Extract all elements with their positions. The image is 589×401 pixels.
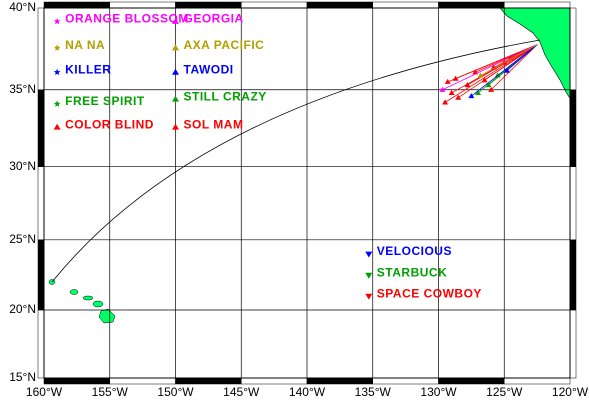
frame-band xyxy=(569,89,577,167)
y-tick-label: 20°N xyxy=(9,302,36,316)
track xyxy=(490,44,538,91)
boat-marker xyxy=(365,272,373,279)
boat-label: VELOCIOUS xyxy=(377,244,452,258)
frame-band xyxy=(306,377,373,385)
frame-band xyxy=(241,1,308,9)
track xyxy=(471,44,538,97)
x-tick-label: 125°W xyxy=(486,385,523,399)
boat-label: NA NA xyxy=(65,38,105,52)
y-tick-label: 15°N xyxy=(9,370,36,384)
frame xyxy=(43,7,571,379)
island xyxy=(98,308,116,324)
frame-band xyxy=(569,166,577,241)
position-marker xyxy=(439,86,446,92)
track xyxy=(480,44,538,76)
position-marker xyxy=(464,82,471,88)
frame-band xyxy=(37,166,45,241)
boat-marker xyxy=(53,68,61,76)
boat-marker xyxy=(53,100,61,107)
track xyxy=(442,44,538,91)
california xyxy=(499,8,570,99)
boat-label: SPACE COWBOY xyxy=(377,286,482,300)
frame-band xyxy=(37,239,45,311)
frame-band xyxy=(175,377,242,385)
track xyxy=(506,44,538,71)
frame-band xyxy=(43,377,110,385)
x-tick-label: 160°W xyxy=(26,385,63,399)
frame-band xyxy=(569,309,577,379)
boat-label: SOL MAM xyxy=(184,117,244,131)
y-tick-label: 35°N xyxy=(9,82,36,96)
y-tick-label: 40°N xyxy=(9,0,36,14)
frame-band xyxy=(504,377,571,385)
frame-band xyxy=(37,89,45,167)
boat-label: STARBUCK xyxy=(377,265,447,279)
boat-label: KILLER xyxy=(65,62,111,76)
track xyxy=(444,44,538,103)
position-marker xyxy=(474,89,481,96)
position-marker xyxy=(490,64,497,70)
frame-band xyxy=(306,1,373,9)
x-tick-label: 150°W xyxy=(157,385,194,399)
frame-band xyxy=(438,1,505,9)
boat-label: FREE SPIRIT xyxy=(65,94,145,108)
position-marker xyxy=(481,77,488,83)
frame-band xyxy=(109,1,176,9)
boat-marker xyxy=(172,95,179,102)
position-marker xyxy=(448,89,455,96)
frame-band xyxy=(372,1,439,9)
x-tick-label: 140°W xyxy=(289,385,326,399)
x-tick-label: 120°W xyxy=(552,385,589,399)
frame-band xyxy=(109,377,176,385)
boat-marker xyxy=(172,44,179,51)
frame-band xyxy=(569,239,577,311)
frame-band xyxy=(438,377,505,385)
frame-band xyxy=(372,377,439,385)
x-tick-label: 155°W xyxy=(92,385,129,399)
position-marker xyxy=(477,72,484,78)
frame-band xyxy=(504,1,571,9)
x-tick-label: 130°W xyxy=(420,385,457,399)
frame-band xyxy=(37,7,45,91)
island xyxy=(82,295,94,301)
frame-band xyxy=(241,377,308,385)
boat-label: COLOR BLIND xyxy=(65,117,154,131)
island xyxy=(69,289,79,295)
y-tick-label: 25°N xyxy=(9,232,36,246)
position-marker xyxy=(455,94,462,100)
frame-band xyxy=(37,309,45,379)
boat-marker xyxy=(365,293,373,300)
x-tick-label: 145°W xyxy=(223,385,260,399)
boat-label: GEORGIA xyxy=(184,12,244,26)
boat-marker xyxy=(172,123,179,130)
frame-band xyxy=(569,7,577,91)
boat-marker xyxy=(53,44,61,51)
position-marker xyxy=(503,67,510,73)
frame-band xyxy=(43,1,110,9)
position-marker xyxy=(444,78,451,84)
x-tick-label: 135°W xyxy=(355,385,392,399)
boat-label: STILL CRAZY xyxy=(184,89,267,103)
boat-label: TAWODI xyxy=(184,62,234,76)
position-marker xyxy=(488,86,495,92)
boat-marker xyxy=(172,17,179,24)
boat-label: AXA PACIFIC xyxy=(184,38,265,52)
island xyxy=(92,300,104,308)
boat-marker xyxy=(53,123,61,130)
frame-band xyxy=(175,1,242,9)
boat-marker xyxy=(172,68,179,75)
position-marker xyxy=(442,99,449,105)
boat-marker xyxy=(365,251,373,258)
boat-marker xyxy=(53,18,61,25)
position-marker xyxy=(485,82,492,88)
y-tick-label: 30°N xyxy=(9,159,36,173)
boat-label: ORANGE BLOSSOM xyxy=(65,12,189,26)
track xyxy=(447,44,538,83)
land xyxy=(48,8,570,324)
track xyxy=(484,44,538,81)
great-circle-route xyxy=(51,39,541,283)
position-marker xyxy=(468,93,475,99)
